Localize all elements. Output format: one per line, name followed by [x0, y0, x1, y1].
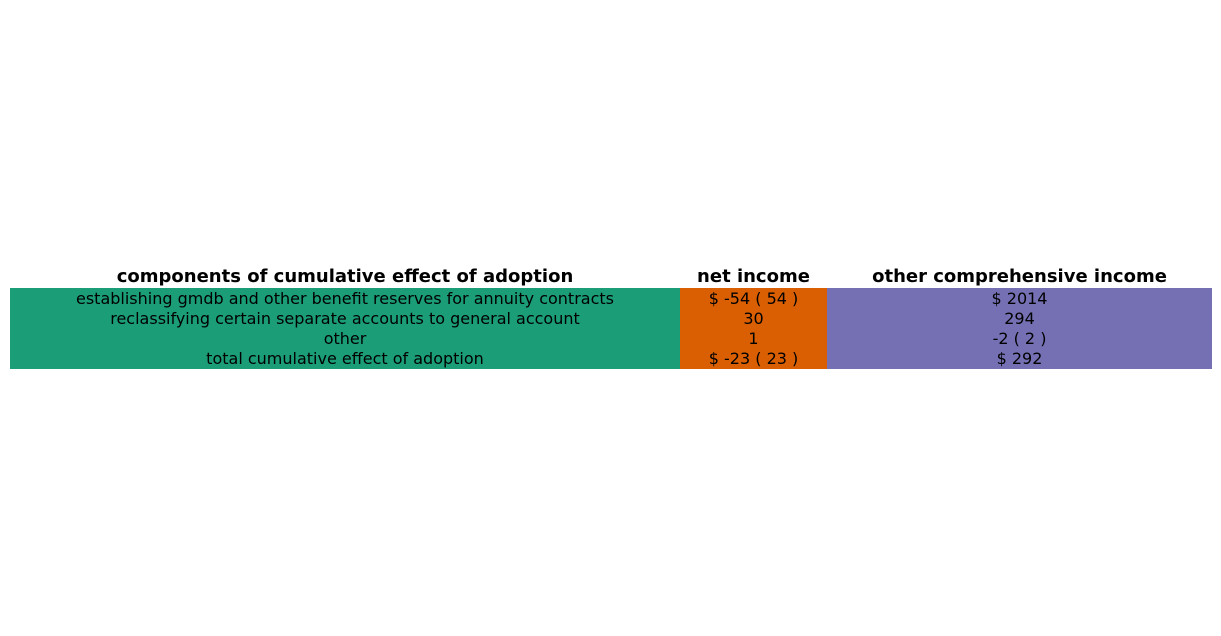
table-cell: total cumulative effect of adoption: [206, 348, 484, 368]
table-cell: other: [323, 328, 367, 348]
table-cell: establishing gmdb and other benefit rese…: [75, 288, 614, 308]
column-components: establishing gmdb and other benefit rese…: [10, 288, 680, 369]
table-cell: $ 292: [996, 348, 1043, 368]
column-other-comprehensive-income: $ 2014 294 -2 ( 2 ) $ 292: [827, 288, 1212, 369]
table-body: establishing gmdb and other benefit rese…: [10, 288, 1212, 369]
table-cell: $ -23 ( 23 ): [708, 348, 799, 368]
table-cell: 294: [1004, 308, 1035, 328]
table-cell: $ 2014: [991, 288, 1048, 308]
table-cell: 30: [743, 308, 764, 328]
column-header-components: components of cumulative effect of adopt…: [116, 266, 574, 287]
column-header-net-income: net income: [697, 266, 810, 287]
table-cell: -2 ( 2 ): [992, 328, 1047, 348]
table-cell: reclassifying certain separate accounts …: [110, 308, 580, 328]
column-header-other-comprehensive-income: other comprehensive income: [872, 266, 1167, 287]
data-table: components of cumulative effect of adopt…: [10, 265, 1212, 369]
table-cell: 1: [748, 328, 759, 348]
table-header-row: components of cumulative effect of adopt…: [10, 265, 1212, 288]
table-cell: $ -54 ( 54 ): [708, 288, 799, 308]
column-net-income: $ -54 ( 54 ) 30 1 $ -23 ( 23 ): [680, 288, 827, 369]
